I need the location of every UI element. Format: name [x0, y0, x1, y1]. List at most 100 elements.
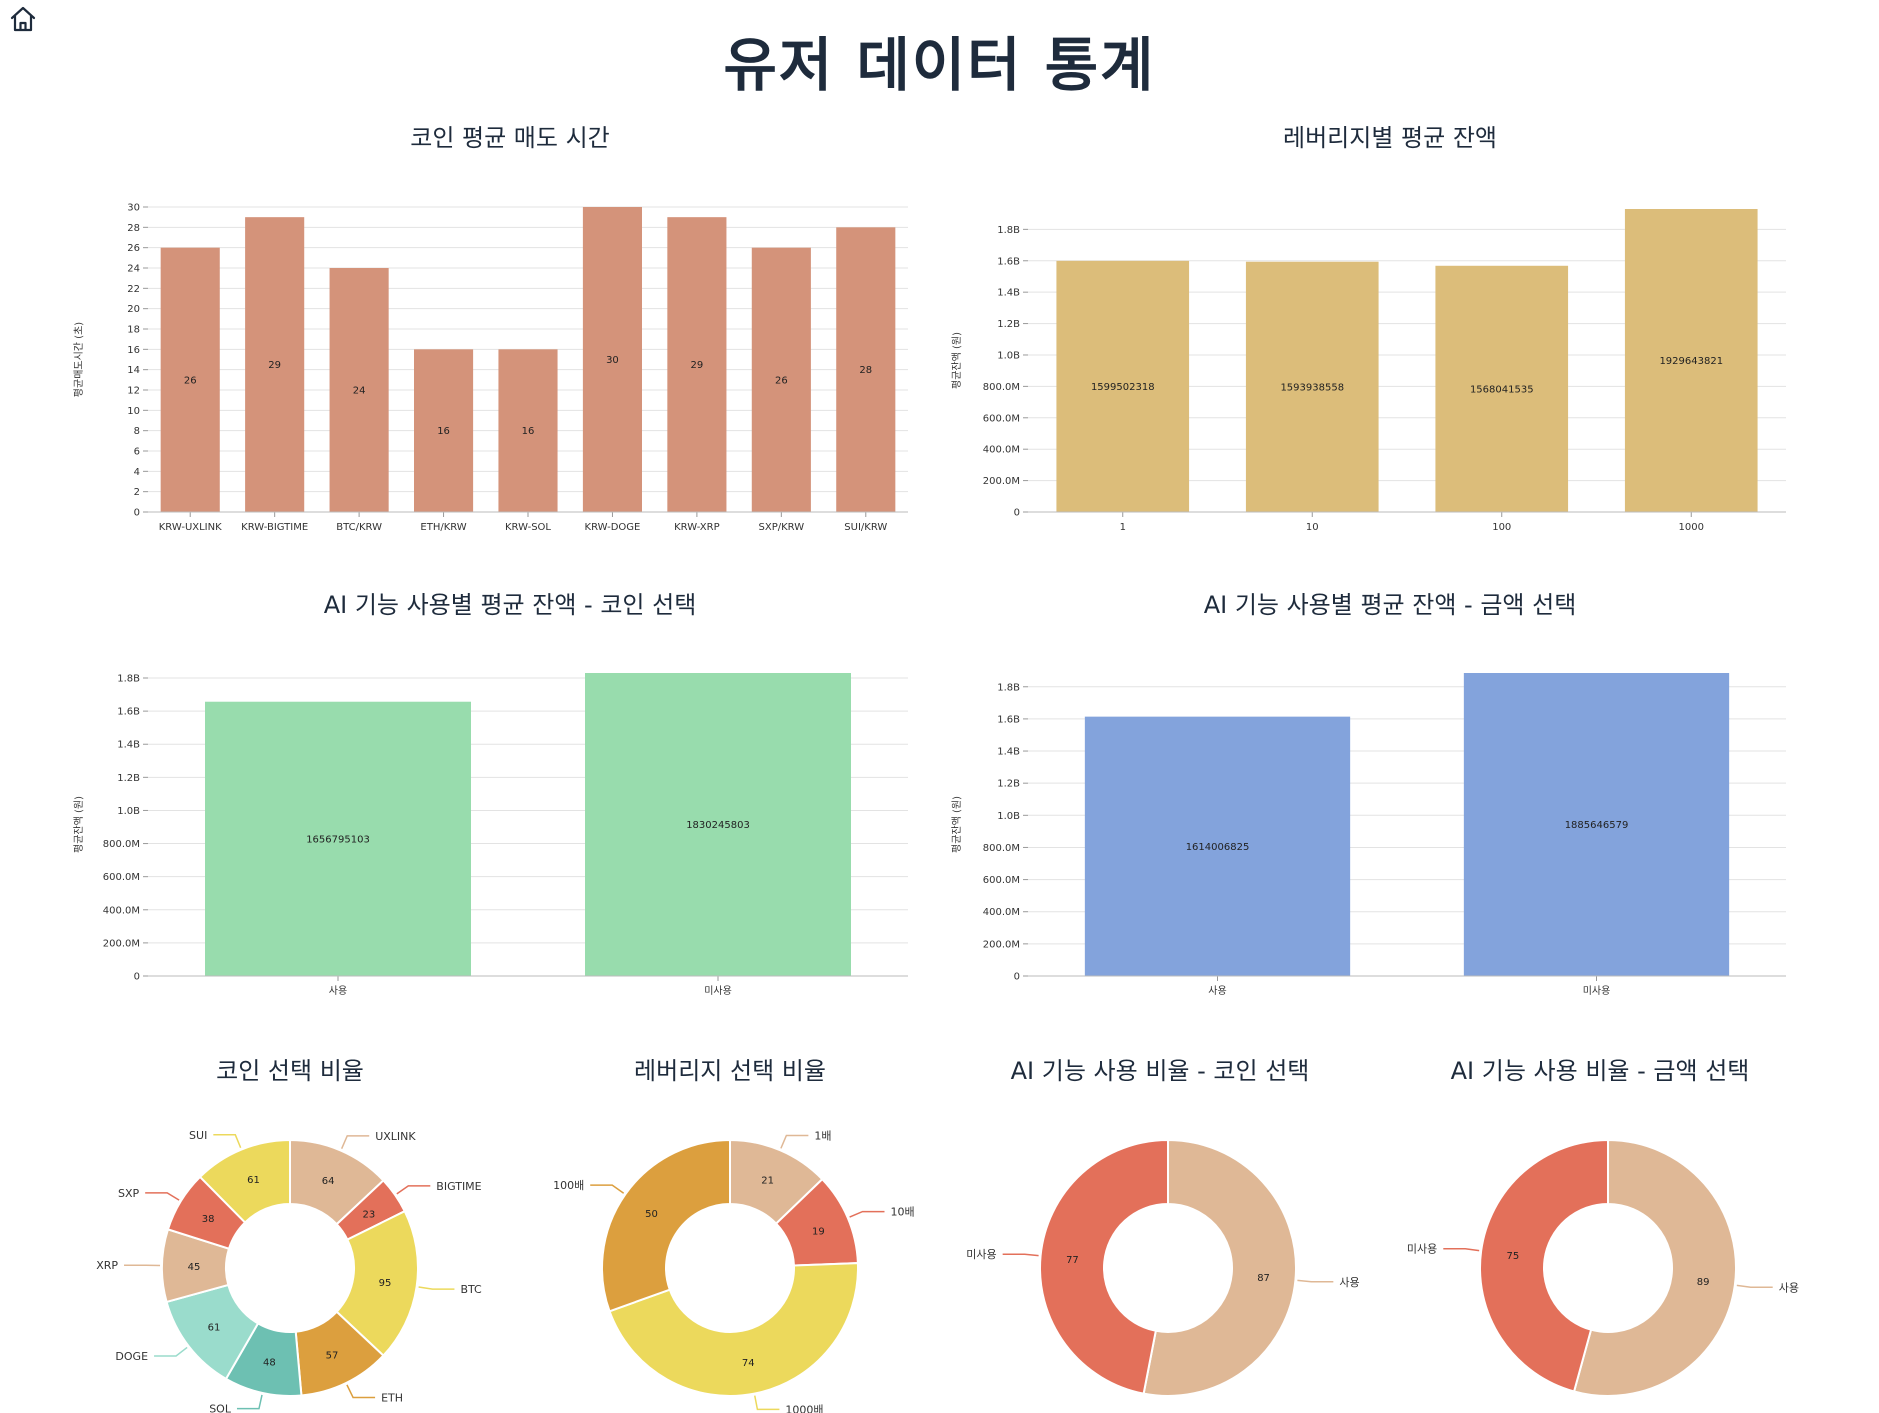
slice-leader-line — [346, 1384, 376, 1399]
slice-leader-line — [590, 1184, 625, 1194]
slice-name-label: BTC — [460, 1283, 482, 1296]
data-label: 28 — [859, 365, 872, 376]
y-tick-label: 1.0B — [117, 806, 140, 817]
bar — [1056, 260, 1190, 512]
chart-title-leverage-ratio: 레버리지 선택 비율 — [634, 1057, 826, 1085]
bar — [329, 268, 389, 512]
data-label: 1830245803 — [686, 820, 750, 831]
slice-value-label: 48 — [263, 1358, 276, 1369]
chart-title-ai-amount-ratio: AI 기능 사용 비율 - 금액 선택 — [1450, 1057, 1750, 1085]
x-tick-label: 1 — [1120, 522, 1126, 533]
y-tick-label: 1.8B — [997, 682, 1020, 693]
slice-name-label: 1배 — [814, 1129, 831, 1142]
bar — [585, 673, 851, 976]
y-tick-label: 0 — [134, 508, 140, 519]
x-tick-label: 100 — [1492, 522, 1511, 533]
y-tick-label: 1.8B — [997, 225, 1020, 236]
bar — [1463, 673, 1730, 976]
slice-leader-line — [1443, 1247, 1480, 1252]
slice-name-label: 사용 — [1339, 1276, 1359, 1289]
x-tick-label: 사용 — [1208, 985, 1226, 997]
y-tick-label: 16 — [127, 345, 140, 356]
bar — [245, 217, 305, 512]
bar — [414, 349, 474, 512]
slice-value-label: 89 — [1697, 1277, 1710, 1288]
chart-title-ai-amount-balance: AI 기능 사용별 평균 잔액 - 금액 선택 — [1203, 591, 1577, 619]
slice-value-label: 95 — [379, 1278, 392, 1289]
pie-slice — [601, 1138, 731, 1313]
pie-slice — [1572, 1138, 1737, 1397]
slice-leader-line — [396, 1185, 431, 1195]
bar — [1624, 209, 1758, 512]
slice-value-label: 45 — [188, 1262, 201, 1273]
slice-name-label: ETH — [381, 1391, 403, 1404]
slice-value-label: 77 — [1066, 1255, 1079, 1266]
slice-value-label: 57 — [326, 1350, 339, 1361]
y-tick-label: 0 — [1014, 508, 1020, 519]
x-tick-label: KRW-DOGE — [585, 522, 641, 533]
slice-name-label: UXLINK — [375, 1130, 416, 1143]
bar — [498, 349, 558, 512]
y-tick-label: 1.6B — [997, 256, 1020, 267]
data-label: 1614006825 — [1186, 842, 1250, 853]
bar — [160, 247, 220, 512]
y-tick-label: 800.0M — [983, 843, 1020, 854]
pie-slice — [335, 1209, 419, 1357]
y-tick-label: 400.0M — [983, 445, 1020, 456]
home-button[interactable] — [8, 4, 38, 34]
x-tick-label: 1000 — [1679, 522, 1704, 533]
y-tick-label: 800.0M — [983, 382, 1020, 393]
data-label: 26 — [775, 375, 788, 386]
slice-leader-line — [754, 1395, 780, 1411]
bar — [1084, 716, 1351, 976]
page-title: 유저 데이터 통계 — [723, 31, 1156, 99]
slice-name-label: 100배 — [553, 1179, 584, 1192]
data-label: 1593938558 — [1280, 382, 1344, 393]
x-tick-label: KRW-SOL — [505, 522, 551, 533]
x-tick-label: KRW-XRP — [674, 522, 720, 533]
slice-value-label: 64 — [322, 1176, 335, 1187]
y-tick-label: 1.4B — [997, 288, 1020, 299]
y-tick-label: 30 — [127, 203, 140, 214]
y-axis-label: 평균잔액 (원) — [951, 796, 963, 853]
y-tick-label: 1.8B — [117, 674, 140, 685]
home-icon — [10, 6, 36, 32]
slice-value-label: 21 — [761, 1176, 774, 1187]
slice-leader-line — [1002, 1253, 1039, 1257]
y-tick-label: 600.0M — [983, 413, 1020, 424]
bar — [667, 217, 727, 512]
slice-name-label: 10배 — [891, 1206, 915, 1219]
data-label: 1885646579 — [1565, 820, 1629, 831]
x-tick-label: 10 — [1306, 522, 1319, 533]
x-tick-label: KRW-UXLINK — [159, 522, 222, 533]
slice-leader-line — [1736, 1284, 1773, 1289]
slice-name-label: 1000배 — [785, 1403, 823, 1413]
x-tick-label: SXP/KRW — [759, 522, 805, 533]
y-tick-label: 1.4B — [997, 747, 1020, 758]
bar — [1435, 265, 1569, 512]
y-tick-label: 14 — [127, 365, 140, 376]
y-tick-label: 10 — [127, 406, 140, 417]
y-tick-label: 1.0B — [997, 350, 1020, 361]
y-tick-label: 26 — [127, 243, 140, 254]
pie-slice — [1479, 1138, 1609, 1393]
slice-value-label: 23 — [363, 1209, 376, 1220]
slice-leader-line — [780, 1134, 809, 1149]
data-label: 16 — [522, 426, 535, 437]
slice-name-label: DOGE — [115, 1350, 148, 1363]
y-tick-label: 400.0M — [983, 907, 1020, 918]
y-tick-label: 24 — [127, 264, 140, 275]
slice-name-label: 사용 — [1779, 1281, 1799, 1294]
y-tick-label: 1.2B — [997, 779, 1020, 790]
slice-value-label: 87 — [1257, 1273, 1270, 1284]
bar — [751, 247, 811, 512]
x-tick-label: 미사용 — [704, 985, 732, 997]
x-tick-label: ETH/KRW — [420, 522, 466, 533]
slice-name-label: XRP — [96, 1259, 118, 1272]
y-tick-label: 12 — [127, 386, 140, 397]
data-label: 24 — [353, 386, 366, 397]
y-tick-label: 1.2B — [997, 319, 1020, 330]
